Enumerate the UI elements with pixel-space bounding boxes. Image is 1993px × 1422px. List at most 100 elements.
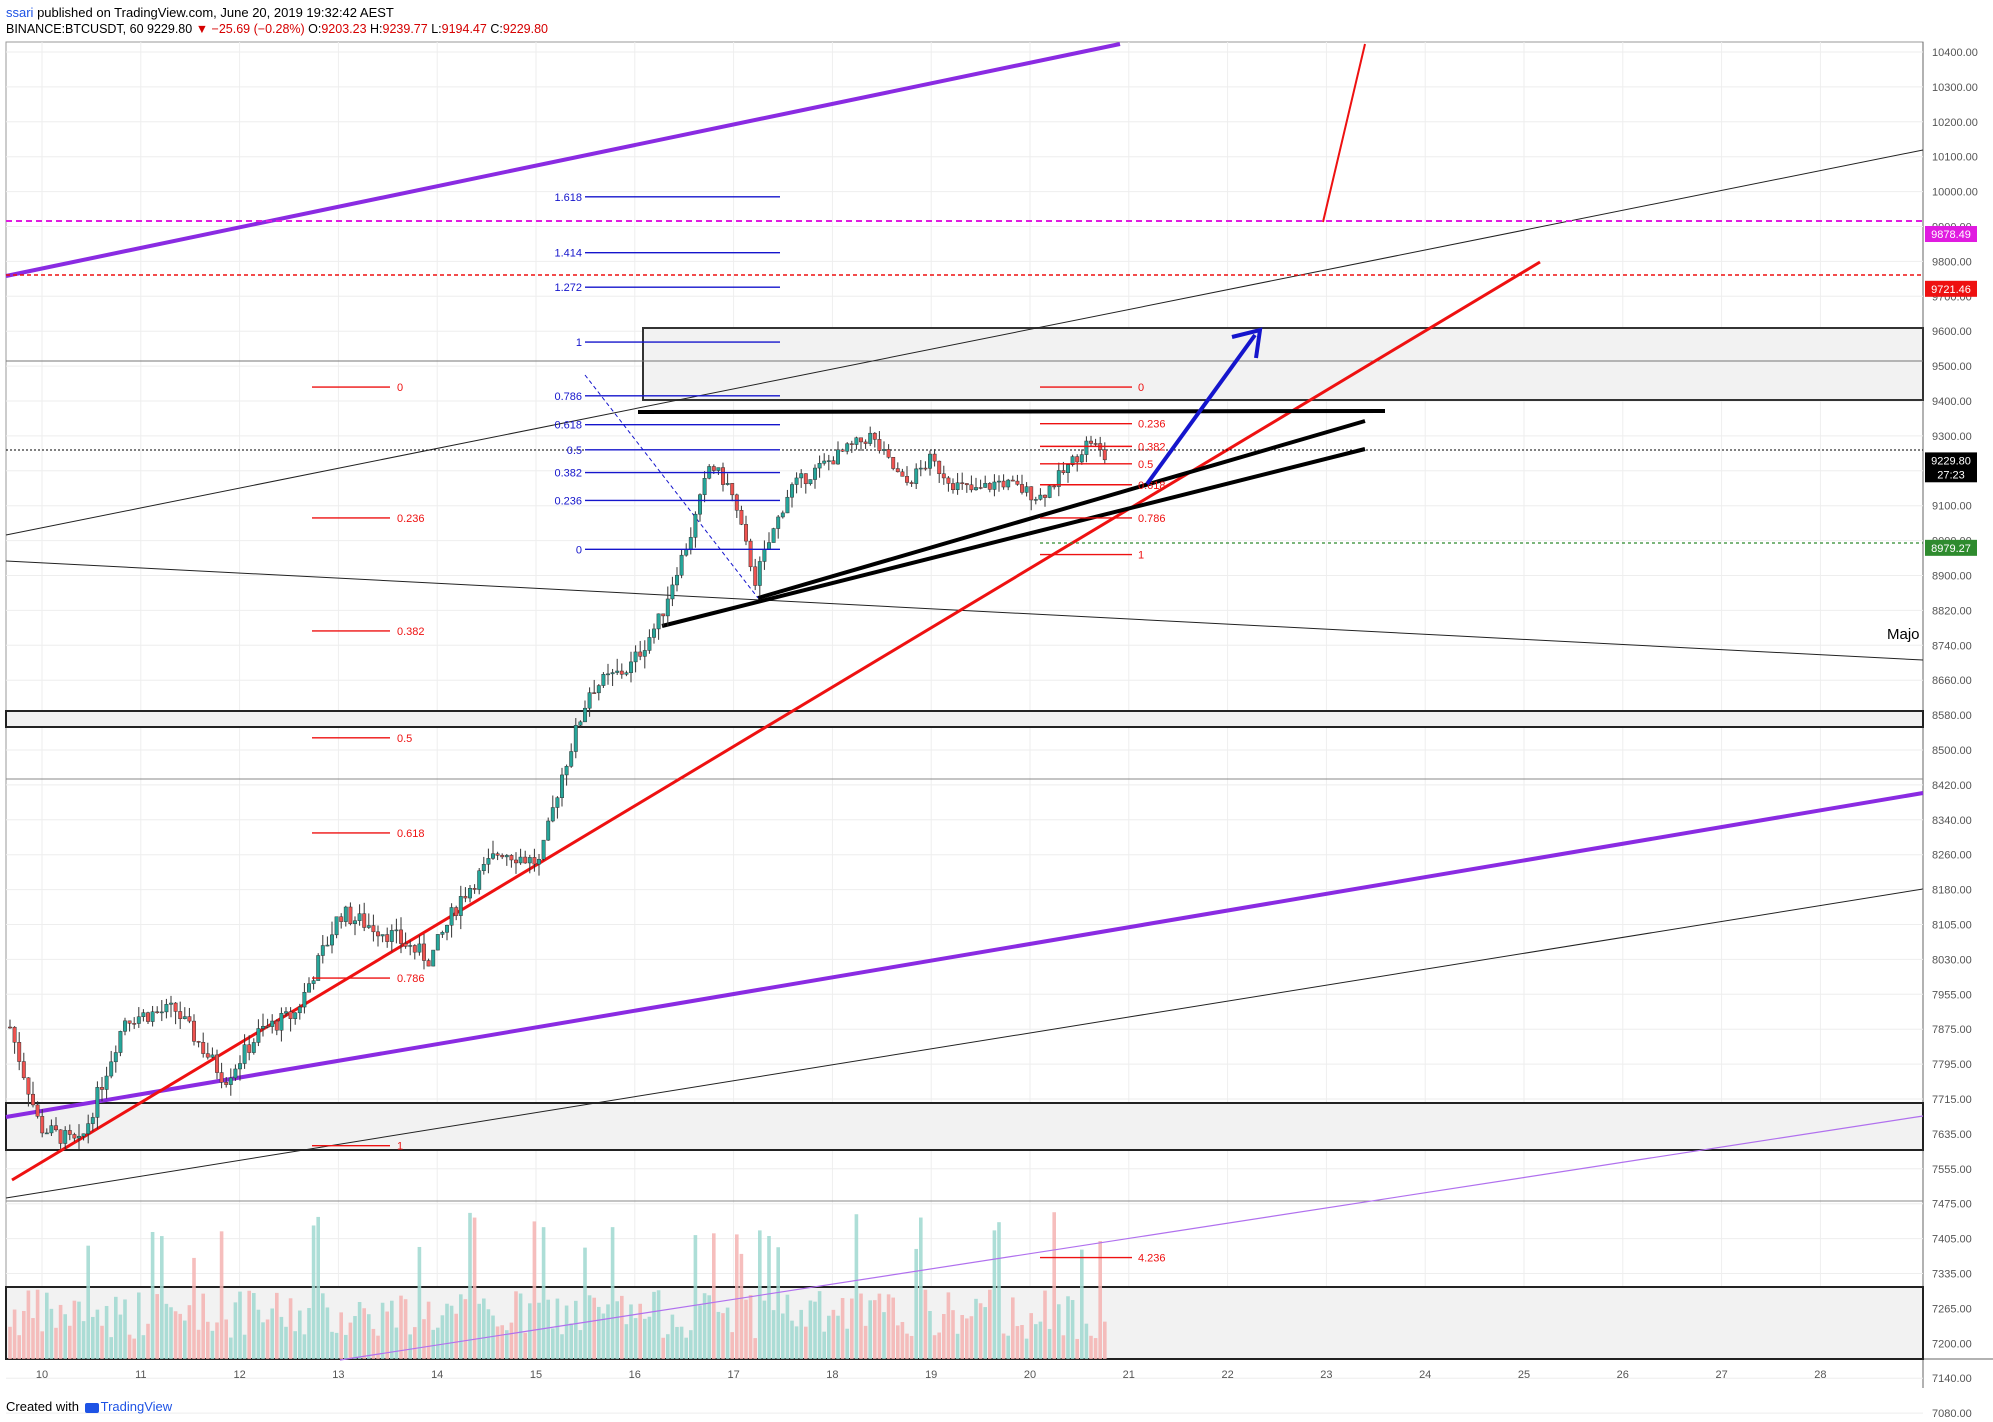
candle-body[interactable] [104, 1075, 109, 1090]
candle-body[interactable] [776, 516, 781, 529]
candle-body[interactable] [583, 707, 587, 723]
candle-body[interactable] [17, 1042, 22, 1062]
candle-body[interactable] [54, 1125, 58, 1131]
candle-body[interactable] [992, 481, 997, 490]
candle-body[interactable] [1052, 485, 1057, 488]
candle-body[interactable] [353, 920, 357, 924]
candle-body[interactable] [748, 540, 753, 568]
candle-body[interactable] [895, 468, 900, 473]
candle-body[interactable] [215, 1054, 219, 1073]
candle-body[interactable] [1043, 494, 1047, 498]
candle-body[interactable] [785, 496, 790, 514]
candle-body[interactable] [619, 670, 624, 675]
candle-body[interactable] [251, 1042, 256, 1053]
candle-body[interactable] [109, 1061, 114, 1077]
candle-body[interactable] [744, 524, 748, 542]
candle-body[interactable] [790, 484, 794, 498]
candle-body[interactable] [178, 1011, 183, 1019]
candle-body[interactable] [629, 661, 633, 673]
candle-body[interactable] [670, 584, 675, 600]
candle-body[interactable] [624, 672, 629, 675]
candle-body[interactable] [546, 820, 551, 841]
candle-body[interactable] [914, 468, 919, 484]
candle-body[interactable] [95, 1087, 100, 1118]
candle-body[interactable] [826, 460, 831, 462]
candle-body[interactable] [192, 1020, 196, 1042]
candle-body[interactable] [408, 945, 413, 947]
candle-body[interactable] [684, 549, 689, 556]
candle-body[interactable] [1047, 485, 1052, 498]
candle-body[interactable] [836, 449, 840, 465]
candle-body[interactable] [656, 613, 661, 630]
candle-body[interactable] [8, 1026, 12, 1029]
candle-body[interactable] [1029, 486, 1034, 501]
candle-body[interactable] [399, 929, 403, 944]
candle-body[interactable] [560, 774, 564, 798]
candle-body[interactable] [362, 913, 367, 928]
candle-body[interactable] [339, 916, 344, 922]
candle-body[interactable] [417, 943, 422, 953]
candle-body[interactable] [182, 1016, 187, 1019]
candle-body[interactable] [932, 453, 937, 462]
candle-body[interactable] [937, 460, 942, 474]
candle-body[interactable] [486, 858, 491, 865]
candle-body[interactable] [983, 483, 988, 488]
candle-body[interactable] [941, 473, 946, 479]
candle-body[interactable] [72, 1134, 77, 1139]
candle-body[interactable] [330, 934, 334, 946]
candle-body[interactable] [987, 483, 992, 490]
candle-body[interactable] [463, 896, 468, 899]
candle-body[interactable] [385, 934, 390, 942]
candle-body[interactable] [702, 478, 707, 495]
candle-body[interactable] [1033, 499, 1038, 501]
candle-body[interactable] [711, 466, 716, 471]
gray-descending-line[interactable] [5, 560, 1924, 661]
candle-body[interactable] [136, 1016, 141, 1024]
candle-body[interactable] [592, 692, 597, 694]
candle-body[interactable] [150, 1011, 155, 1022]
candle-body[interactable] [845, 443, 850, 452]
candle-body[interactable] [849, 443, 854, 445]
candle-body[interactable] [376, 931, 380, 937]
candle-body[interactable] [26, 1077, 31, 1095]
candle-body[interactable] [974, 487, 978, 491]
candle-body[interactable] [527, 857, 532, 864]
candle-body[interactable] [859, 437, 863, 443]
candle-body[interactable] [132, 1023, 137, 1025]
candle-body[interactable] [918, 467, 923, 470]
candle-body[interactable] [440, 932, 445, 935]
candle-body[interactable] [1079, 454, 1084, 463]
candle-body[interactable] [242, 1044, 247, 1064]
candle-body[interactable] [872, 432, 877, 440]
candle-body[interactable] [403, 943, 408, 947]
candle-body[interactable] [665, 598, 670, 617]
candle-body[interactable] [169, 1002, 173, 1005]
candle-body[interactable] [762, 549, 767, 562]
red-projection-line[interactable] [1322, 43, 1366, 223]
candle-body[interactable] [716, 467, 721, 471]
candle-body[interactable] [127, 1020, 132, 1024]
candle-body[interactable] [1089, 440, 1093, 444]
candle-body[interactable] [284, 1011, 288, 1014]
candle-body[interactable] [311, 980, 316, 984]
candle-body[interactable] [555, 797, 560, 808]
candle-body[interactable] [1102, 449, 1107, 461]
candle-body[interactable] [813, 467, 817, 480]
candle-body[interactable] [909, 482, 914, 484]
candle-body[interactable] [688, 537, 693, 551]
candle-body[interactable] [569, 751, 574, 767]
candle-body[interactable] [532, 857, 537, 865]
candle-body[interactable] [693, 513, 698, 538]
candle-body[interactable] [201, 1042, 206, 1054]
candle-body[interactable] [739, 510, 744, 525]
candle-body[interactable] [514, 859, 518, 864]
candle-body[interactable] [238, 1063, 242, 1070]
candle-body[interactable] [141, 1012, 146, 1017]
candle-body[interactable] [730, 483, 735, 496]
candle-body[interactable] [615, 670, 620, 673]
candle-body[interactable] [652, 628, 656, 638]
candle-body[interactable] [81, 1133, 86, 1137]
candle-body[interactable] [1001, 480, 1006, 488]
candle-body[interactable] [288, 1011, 293, 1019]
candle-body[interactable] [205, 1053, 210, 1058]
